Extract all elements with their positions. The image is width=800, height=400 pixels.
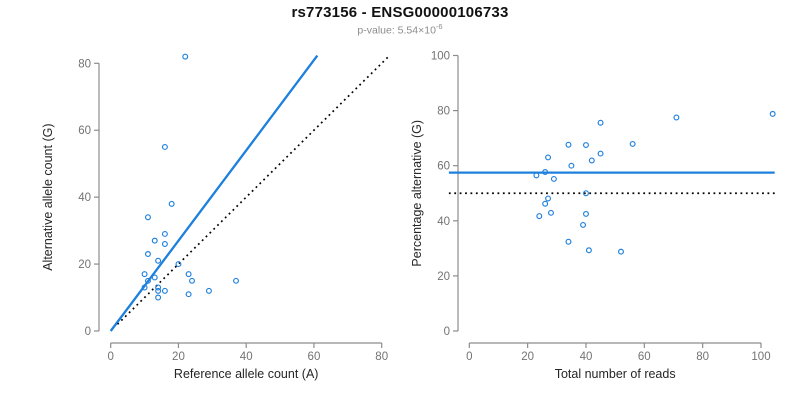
y-tick-label: 60 (78, 125, 91, 137)
data-point (550, 175, 557, 182)
y-axis-title: Alternative allele count (G) (41, 123, 55, 270)
data-point (536, 213, 543, 220)
data-point (155, 257, 162, 264)
data-point (151, 237, 158, 244)
x-tick-label: 20 (521, 351, 534, 363)
x-tick-label: 80 (375, 351, 388, 363)
y-tick-label: 40 (437, 216, 450, 228)
fit-line (109, 54, 319, 332)
data-point (545, 154, 552, 161)
x-tick-label: 100 (751, 351, 770, 363)
x-axis-title: Reference allele count (A) (174, 367, 319, 381)
y-tick-label: 40 (78, 192, 91, 204)
y-tick-label: 0 (85, 326, 91, 338)
p-value-label: p-value: (357, 24, 395, 37)
data-point (189, 277, 195, 284)
data-point (542, 169, 549, 176)
y-tick-label: 100 (431, 51, 450, 63)
data-point (155, 294, 162, 301)
x-axis-title: Total number of reads (555, 367, 676, 381)
data-point (155, 284, 162, 291)
data-point (161, 143, 168, 150)
p-value-subtitle: p-value: 5.54×10-6 (0, 22, 800, 37)
y-tick-label: 60 (437, 161, 450, 173)
data-point (542, 200, 549, 207)
data-point (583, 210, 589, 217)
data-point (155, 287, 162, 294)
y-tick-label: 80 (437, 106, 450, 118)
identity-line (116, 55, 390, 325)
x-tick-label: 60 (308, 351, 321, 363)
data-point (597, 119, 604, 126)
x-tick-label: 0 (107, 351, 113, 363)
data-point (769, 110, 776, 117)
data-point (618, 248, 624, 255)
data-point (151, 274, 158, 281)
data-point (144, 251, 151, 258)
x-tick-label: 0 (466, 351, 472, 363)
data-point (182, 53, 189, 60)
y-tick-label: 20 (78, 259, 91, 271)
data-point (161, 241, 168, 247)
x-tick-label: 20 (172, 351, 185, 363)
y-tick-label: 20 (437, 271, 450, 283)
data-point (533, 172, 540, 179)
data-point (597, 150, 604, 157)
data-point (233, 277, 240, 284)
x-tick-label: 80 (696, 351, 709, 363)
data-point (565, 141, 572, 148)
data-point (185, 291, 192, 298)
data-point (141, 284, 148, 291)
x-tick-label: 40 (580, 351, 593, 363)
y-tick-label: 0 (444, 326, 450, 338)
data-point (144, 277, 151, 284)
data-point (141, 271, 148, 278)
data-point (585, 247, 592, 254)
data-point (185, 271, 192, 278)
scatter-plot-right: 0 20 40 60 80 100 0 20 40 60 80 100 Total number of … (410, 51, 776, 381)
p-value-mantissa: 5.54×10 (397, 24, 436, 37)
data-point (144, 214, 151, 221)
scatter-plot-left: 0 20 40 60 80 0 20 40 60 80 Reference allele count… (41, 53, 390, 381)
data-point (545, 195, 552, 202)
p-value-exponent: -6 (435, 22, 443, 31)
data-point (161, 230, 168, 237)
data-point (565, 238, 572, 245)
data-point (580, 221, 587, 228)
data-point (205, 287, 212, 294)
x-tick-label: 60 (638, 351, 651, 363)
data-point (175, 261, 182, 268)
data-point (161, 287, 168, 294)
data-point (673, 114, 680, 121)
data-point (583, 190, 589, 197)
data-point (168, 200, 175, 207)
data-point (548, 209, 554, 216)
plot-title: rs773156 - ENSG00000106733 (291, 4, 509, 21)
y-tick-label: 80 (78, 58, 91, 70)
data-point (583, 142, 589, 149)
data-point (629, 140, 636, 147)
data-point (568, 162, 575, 169)
y-axis-title: Percentage alternative (G) (410, 120, 424, 267)
x-tick-label: 40 (240, 351, 253, 363)
data-point (588, 157, 595, 164)
